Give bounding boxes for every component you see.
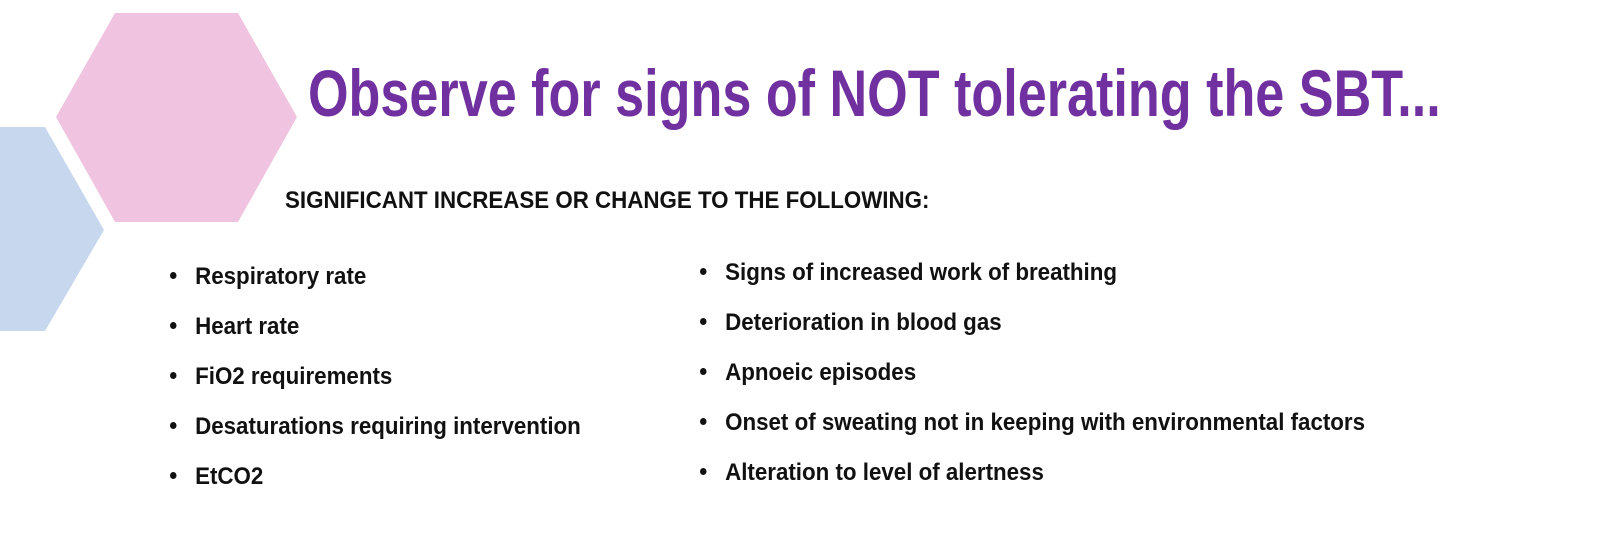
list-item: Heart rate [170,313,581,363]
bullet-icon [170,322,177,329]
list-item: Onset of sweating not in keeping with en… [700,409,1365,459]
item-text: FiO2 requirements [195,363,393,390]
list-item: EtCO2 [170,463,581,513]
slide-subtitle: SIGNIFICANT INCREASE OR CHANGE TO THE FO… [285,187,930,214]
list-item: Alteration to level of alertness [700,459,1365,509]
item-text: Alteration to level of alertness [725,459,1044,486]
item-text: Deterioration in blood gas [725,309,1002,336]
item-text: Respiratory rate [195,263,367,290]
item-text: Desaturations requiring intervention [195,413,581,440]
bullet-icon [700,418,707,425]
pink-hexagon [56,13,297,222]
item-text: Heart rate [195,313,300,340]
item-text: Onset of sweating not in keeping with en… [725,409,1366,436]
bullet-icon [700,468,707,475]
list-item: Apnoeic episodes [700,359,1365,409]
slide-title: Observe for signs of NOT tolerating the … [308,56,1441,130]
blue-hexagon [0,127,104,331]
left-bullet-list: Respiratory rate Heart rate FiO2 require… [170,263,612,513]
list-item: Desaturations requiring intervention [170,413,581,463]
bullet-icon [700,268,707,275]
list-item: Respiratory rate [170,263,581,313]
bullet-icon [170,422,177,429]
bullet-icon [700,368,707,375]
bullet-icon [700,318,707,325]
item-text: Signs of increased work of breathing [725,259,1118,286]
right-bullet-list: Signs of increased work of breathing Det… [700,259,1415,509]
bullet-icon [170,472,177,479]
list-item: Signs of increased work of breathing [700,259,1365,309]
item-text: EtCO2 [195,463,264,490]
bullet-icon [170,272,177,279]
hexagon-decoration [0,13,297,331]
list-item: Deterioration in blood gas [700,309,1365,359]
item-text: Apnoeic episodes [725,359,917,386]
list-item: FiO2 requirements [170,363,581,413]
bullet-icon [170,372,177,379]
